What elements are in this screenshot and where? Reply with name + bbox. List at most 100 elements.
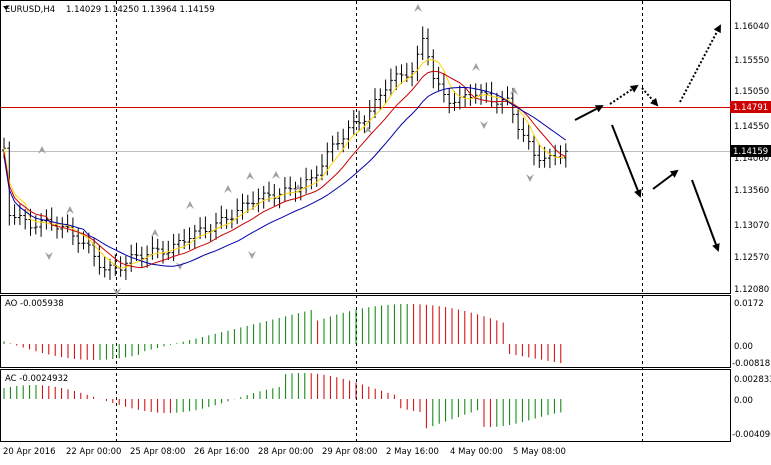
- time-axis: 20 Apr 2016 22 Apr 00:00 25 Apr 08:00 26…: [3, 447, 566, 457]
- ao-axis-top: 0.0172: [734, 299, 764, 309]
- price-bar: [367, 100, 372, 130]
- price-bar: [219, 205, 224, 229]
- time-tick: 28 Apr 00:00: [258, 447, 313, 457]
- price-bar: [198, 217, 203, 239]
- price-bar: [357, 110, 362, 131]
- price-bar: [479, 84, 483, 105]
- price-bar: [176, 233, 181, 255]
- price-bar: [49, 207, 54, 231]
- price-bar: [420, 26, 425, 60]
- price-bar: [399, 64, 404, 85]
- price-bar: [394, 65, 399, 91]
- arrow-down-long[interactable]: [611, 124, 642, 198]
- header-triangle-icon: [3, 6, 9, 10]
- price-bar: [388, 68, 393, 97]
- price-bar: [166, 240, 171, 261]
- price-bar: [309, 169, 314, 190]
- price-bar: [537, 144, 542, 168]
- time-tick: 22 Apr 00:00: [66, 447, 121, 457]
- period-separators: [116, 1, 643, 441]
- price-bar: [320, 154, 324, 181]
- moving-averages: [3, 59, 567, 269]
- price-bar: [187, 227, 192, 250]
- fractal-up-icon: [186, 201, 194, 209]
- current-price-label: 1.14159: [733, 147, 768, 157]
- chart-symbol: EURUSD,H4: [5, 5, 55, 15]
- price-bar: [335, 131, 340, 150]
- price-bar: [272, 183, 277, 207]
- time-tick: 26 Apr 16:00: [194, 447, 249, 457]
- dotted-arrow-up[interactable]: [609, 84, 639, 105]
- time-tick: 5 May 08:00: [513, 447, 566, 457]
- dotted-arrow-down[interactable]: [641, 87, 659, 107]
- price-bar: [521, 117, 526, 142]
- dotted-arrow-target[interactable]: [679, 24, 721, 103]
- price-bar: [351, 110, 356, 135]
- price-bar: [150, 236, 155, 260]
- price-bar: [235, 198, 240, 225]
- arrow-up-short[interactable]: [574, 105, 604, 121]
- price-tick: 1.13070: [734, 221, 769, 231]
- time-tick: 20 Apr 2016: [3, 447, 56, 457]
- fractal-up-icon: [510, 87, 518, 95]
- forecast-arrows[interactable]: [574, 24, 721, 252]
- price-bar: [415, 45, 420, 82]
- fractal-up-icon: [224, 185, 232, 193]
- price-bar: [214, 212, 218, 240]
- ac-axis-top: 0.002833: [734, 375, 771, 385]
- price-bar: [516, 106, 521, 140]
- fractal-down-icon: [45, 252, 53, 260]
- price-bar: [123, 255, 128, 280]
- level-price-badge: [730, 101, 771, 113]
- ma-mid-line: [3, 70, 567, 269]
- price-bar: [282, 177, 287, 203]
- fractal-up-icon: [272, 171, 280, 179]
- fractal-up-icon: [246, 172, 254, 180]
- price-tick: 1.13560: [734, 186, 769, 196]
- price-bar: [452, 91, 457, 111]
- fractal-up-icon: [38, 146, 46, 154]
- price-bar: [261, 185, 266, 209]
- price-bar: [436, 66, 441, 91]
- price-tick: 1.15050: [734, 87, 769, 97]
- ao-histogram: [3, 304, 562, 364]
- price-bar: [134, 242, 139, 262]
- ao-label: AO -0.005938: [5, 299, 64, 309]
- price-bar: [139, 246, 144, 268]
- price-tick: 1.12570: [734, 253, 769, 263]
- price-bar: [161, 240, 165, 264]
- price-bar: [108, 258, 112, 280]
- price-bar: [447, 88, 452, 114]
- price-bar: [473, 83, 478, 104]
- price-bar: [378, 88, 383, 110]
- price-tick: 1.16040: [734, 22, 769, 32]
- arrow-up-small[interactable]: [652, 169, 679, 190]
- fractal-up-icon: [151, 229, 159, 237]
- price-bar: [251, 191, 256, 210]
- price-bar: [489, 81, 494, 108]
- fractal-up-icon: [472, 63, 480, 71]
- current-price-badge: [730, 145, 771, 157]
- fractal-up-icon: [414, 4, 422, 12]
- price-bar: [12, 204, 17, 225]
- time-tick: 25 Apr 08:00: [130, 447, 185, 457]
- price-bar: [457, 85, 462, 110]
- ma-fast-line: [3, 59, 566, 269]
- price-bar: [118, 256, 123, 277]
- chart-ohlc: 1.14029 1.14250 1.13964 1.14159: [66, 5, 215, 15]
- price-bar: [129, 244, 134, 272]
- price-bar: [431, 49, 436, 89]
- price-bars: [2, 26, 568, 280]
- ao-axis-bottom: -0.00818: [732, 359, 770, 369]
- price-bar: [373, 88, 377, 119]
- price-bar: [383, 79, 388, 104]
- price-bar: [314, 165, 319, 187]
- price-bar: [277, 188, 282, 209]
- price-bar: [97, 244, 102, 275]
- price-bar: [484, 82, 489, 103]
- arrow-down-final[interactable]: [691, 179, 720, 252]
- price-bar: [182, 229, 187, 250]
- ao-axis-zero: 0.00: [734, 342, 753, 352]
